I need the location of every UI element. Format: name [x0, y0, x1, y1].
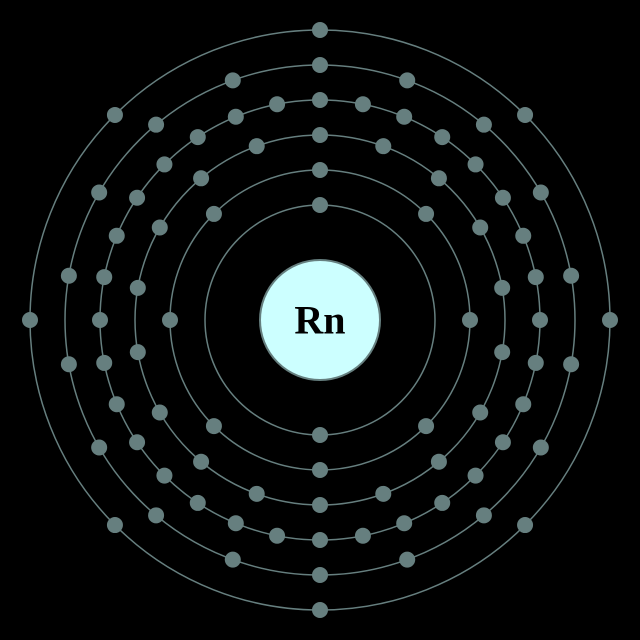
- electron: [434, 495, 450, 511]
- electron: [269, 96, 285, 112]
- electron: [129, 190, 145, 206]
- electron: [312, 532, 328, 548]
- electron: [476, 507, 492, 523]
- electron: [312, 602, 328, 618]
- electron: [375, 138, 391, 154]
- electron: [190, 495, 206, 511]
- electron-shell-diagram: Rn: [0, 0, 640, 640]
- electron: [563, 268, 579, 284]
- electron: [91, 185, 107, 201]
- electron: [468, 156, 484, 172]
- electron: [528, 269, 544, 285]
- electron: [107, 517, 123, 533]
- electron: [96, 269, 112, 285]
- electron: [312, 92, 328, 108]
- electron: [91, 440, 107, 456]
- electron: [130, 280, 146, 296]
- electron: [225, 72, 241, 88]
- electron: [152, 405, 168, 421]
- electron: [495, 434, 511, 450]
- electron: [61, 356, 77, 372]
- electron: [156, 156, 172, 172]
- electron: [396, 109, 412, 125]
- electron: [152, 220, 168, 236]
- electron: [148, 117, 164, 133]
- diagram-svg: Rn: [0, 0, 640, 640]
- electron: [193, 454, 209, 470]
- electron: [355, 96, 371, 112]
- electron: [312, 22, 328, 38]
- electron: [472, 405, 488, 421]
- electron: [431, 454, 447, 470]
- electron: [312, 497, 328, 513]
- electron: [515, 228, 531, 244]
- electron: [107, 107, 123, 123]
- electron: [399, 72, 415, 88]
- electron: [206, 206, 222, 222]
- electron: [533, 440, 549, 456]
- electron: [148, 507, 164, 523]
- electron: [563, 356, 579, 372]
- electron: [431, 170, 447, 186]
- electron: [312, 567, 328, 583]
- electron: [494, 344, 510, 360]
- electron: [109, 396, 125, 412]
- electron: [96, 355, 112, 371]
- electron: [495, 190, 511, 206]
- electron: [528, 355, 544, 371]
- electron: [312, 127, 328, 143]
- electron: [399, 552, 415, 568]
- nucleus-label: Rn: [294, 298, 345, 343]
- electron: [602, 312, 618, 328]
- electron: [468, 468, 484, 484]
- electron: [472, 220, 488, 236]
- electron: [312, 162, 328, 178]
- electron: [249, 138, 265, 154]
- electron: [312, 427, 328, 443]
- electron: [130, 344, 146, 360]
- electron: [61, 268, 77, 284]
- electron: [312, 57, 328, 73]
- electron: [190, 129, 206, 145]
- electron: [375, 486, 391, 502]
- electron: [109, 228, 125, 244]
- electron: [494, 280, 510, 296]
- electron: [129, 434, 145, 450]
- electron: [517, 517, 533, 533]
- electron: [434, 129, 450, 145]
- electron: [156, 468, 172, 484]
- electron: [355, 528, 371, 544]
- electron: [396, 515, 412, 531]
- electron: [193, 170, 209, 186]
- electron: [92, 312, 108, 328]
- electron: [533, 185, 549, 201]
- electron: [312, 197, 328, 213]
- electron: [517, 107, 533, 123]
- electron: [249, 486, 265, 502]
- electron: [515, 396, 531, 412]
- electron: [162, 312, 178, 328]
- electron: [22, 312, 38, 328]
- electron: [228, 109, 244, 125]
- electron: [225, 552, 241, 568]
- electron: [462, 312, 478, 328]
- electron: [418, 206, 434, 222]
- electron: [228, 515, 244, 531]
- electron: [312, 462, 328, 478]
- electron: [269, 528, 285, 544]
- electron: [476, 117, 492, 133]
- electron: [206, 418, 222, 434]
- electron: [532, 312, 548, 328]
- electron: [418, 418, 434, 434]
